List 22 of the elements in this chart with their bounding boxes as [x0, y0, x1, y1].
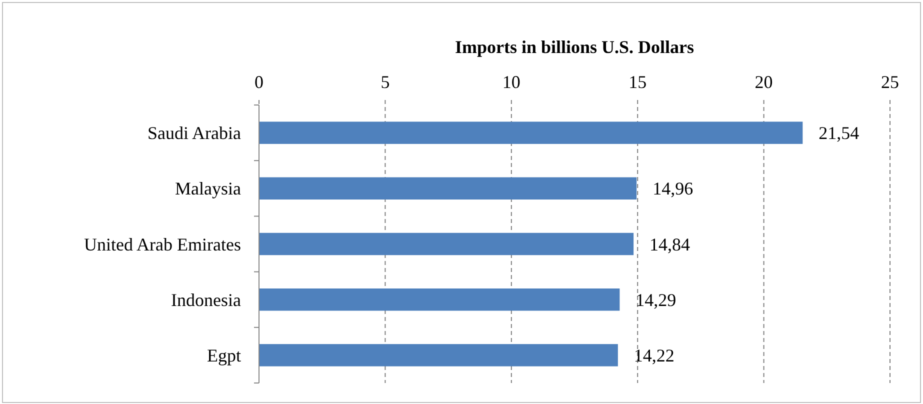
bar [259, 122, 803, 144]
x-axis-title: Imports in billions U.S. Dollars [454, 37, 694, 57]
y-tick-label: Malaysia [175, 178, 242, 199]
y-tick-label: United Arab Emirates [84, 234, 241, 254]
bar [259, 177, 637, 200]
x-tick-label: 20 [754, 72, 773, 92]
data-label: 14,22 [634, 346, 674, 366]
bar [259, 344, 618, 366]
x-tick-label: 25 [881, 72, 899, 92]
bar [259, 232, 634, 256]
data-label: 14,96 [652, 178, 694, 199]
data-label: 14,29 [636, 290, 676, 310]
y-tick-label: Indonesia [171, 290, 242, 310]
x-tick-label: 0 [254, 72, 264, 92]
y-tick-label: Egpt [207, 346, 241, 366]
bar [259, 288, 620, 311]
y-tick-label: Saudi Arabia [148, 123, 242, 144]
data-label: 14,84 [650, 234, 690, 254]
x-tick-label: 15 [628, 72, 647, 92]
x-tick-label: 10 [502, 72, 520, 92]
data-label: 21,54 [818, 123, 860, 144]
x-tick-label: 5 [380, 72, 390, 92]
